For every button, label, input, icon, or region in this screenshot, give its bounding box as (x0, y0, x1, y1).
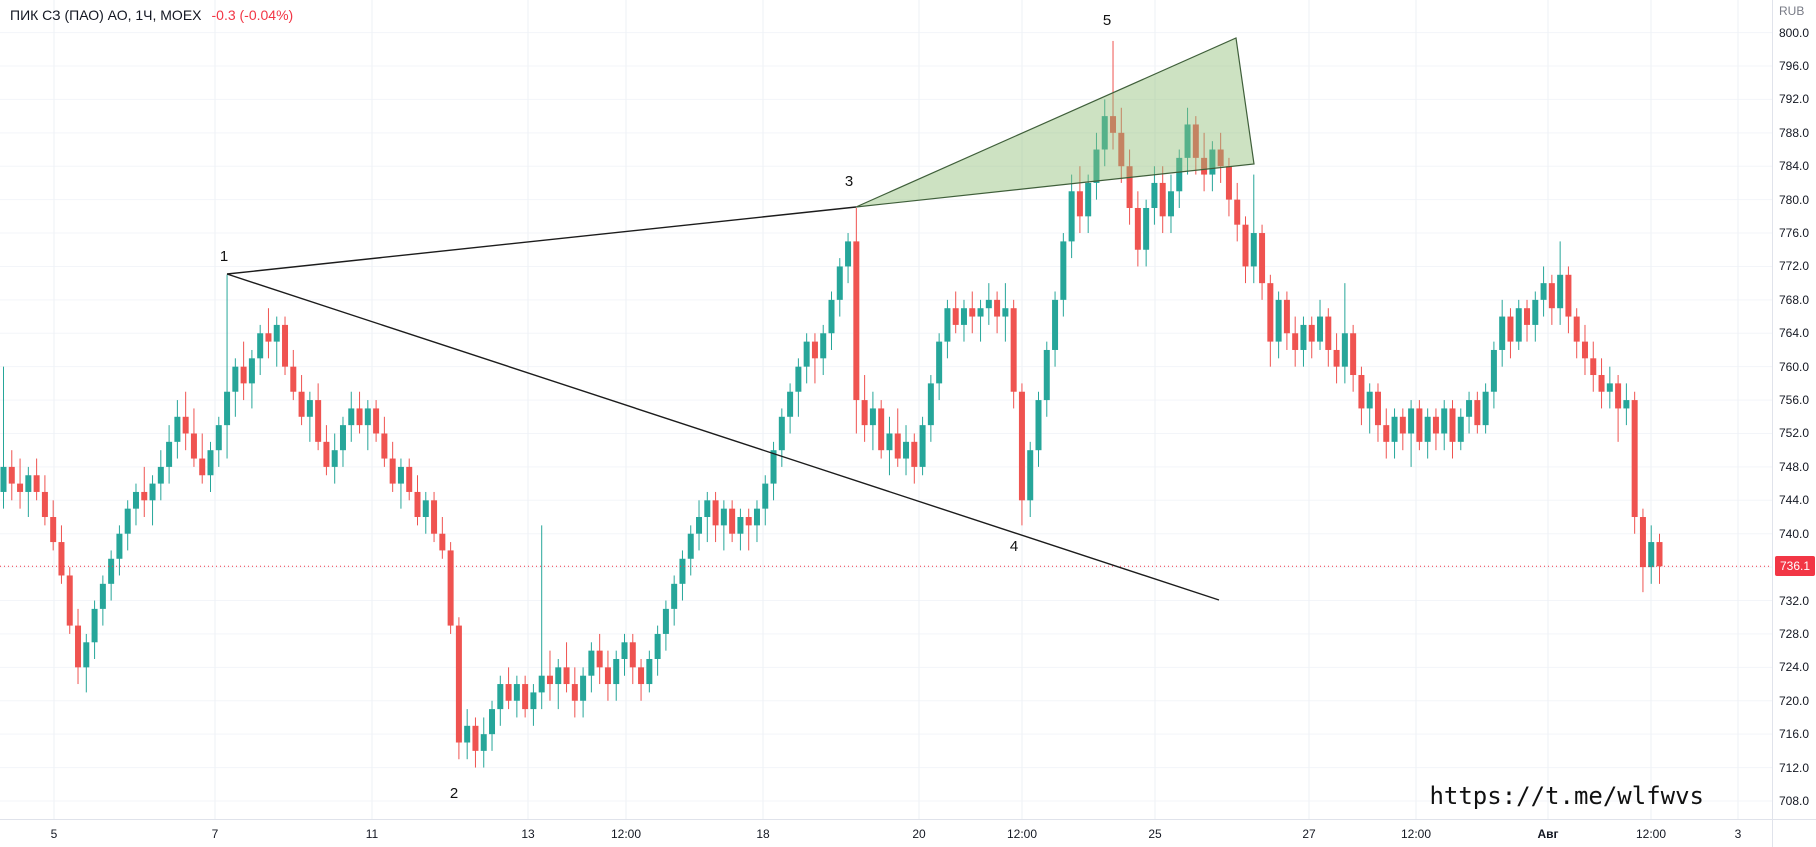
trendline-upper-1-3[interactable] (226, 206, 857, 275)
price-label: 772.0 (1779, 259, 1810, 274)
time-label: 12:00 (1635, 827, 1667, 841)
price-label: 780.0 (1779, 192, 1810, 207)
price-label: 732.0 (1779, 593, 1810, 608)
symbol-title[interactable]: ПИК СЗ (ПАО) АО, 1Ч, MOEX (10, 7, 202, 23)
time-label: 18 (756, 827, 770, 841)
time-label: 5 (50, 827, 58, 841)
price-change: -0.3 (-0.04%) (211, 7, 294, 23)
time-label: 3 (1734, 827, 1742, 841)
time-label: 27 (1302, 827, 1316, 841)
price-label: 720.0 (1779, 693, 1810, 708)
price-label: 768.0 (1779, 292, 1810, 307)
trendline-lower-1-4[interactable] (226, 273, 1220, 601)
price-label: 796.0 (1779, 59, 1810, 73)
price-label: 784.0 (1779, 159, 1810, 174)
time-label: 13 (521, 827, 535, 841)
candles (0, 40, 1663, 768)
wave-label-4[interactable]: 4 (1010, 538, 1018, 555)
wave-label-3[interactable]: 3 (845, 173, 853, 190)
price-label: 740.0 (1779, 526, 1810, 541)
wave-label-2[interactable]: 2 (450, 785, 458, 802)
price-label: 744.0 (1779, 493, 1810, 508)
price-label: 800.0 (1779, 25, 1810, 40)
time-label: 11 (365, 827, 379, 841)
drawings[interactable]: 1 2 3 4 5 (220, 12, 1255, 802)
time-axis[interactable]: 5 7 11 13 12:00 18 20 12:00 25 27 12:00 Авг 12:00 3 (0, 819, 1772, 847)
watermark: https://t.me/wlfwvs (1429, 782, 1704, 810)
price-label: 764.0 (1779, 326, 1810, 341)
gridlines (0, 0, 1772, 819)
price-label: 728.0 (1779, 626, 1810, 641)
time-label: Авг (1537, 827, 1559, 841)
price-chart[interactable]: 1 2 3 4 5 ПИК СЗ (ПАО) АО, 1Ч, MOEX -0.3 (-0.… (0, 0, 1772, 819)
price-label: 752.0 (1779, 426, 1810, 441)
price-label: 776.0 (1779, 226, 1810, 241)
currency-label: RUB (1779, 4, 1805, 18)
time-label: 12:00 (1400, 827, 1432, 841)
price-label: 792.0 (1779, 92, 1810, 107)
price-label: 760.0 (1779, 359, 1810, 374)
price-label: 724.0 (1779, 660, 1810, 675)
symbol-legend: ПИК СЗ (ПАО) АО, 1Ч, MOEX -0.3 (-0.04%) (10, 7, 293, 23)
wave-label-5[interactable]: 5 (1103, 12, 1111, 29)
price-label: 716.0 (1779, 727, 1810, 742)
time-label: 7 (211, 827, 219, 841)
wave-label-1[interactable]: 1 (220, 248, 228, 265)
price-axis[interactable]: RUB 800.0 796.0 792.0 788.0 784.0 780.0 776.0 7… (1772, 0, 1816, 819)
price-label: 712.0 (1779, 760, 1810, 775)
chart-canvas[interactable]: 1 2 3 4 5 (0, 0, 1772, 819)
time-label: 12:00 (610, 827, 642, 841)
time-label: 12:00 (1006, 827, 1038, 841)
price-label: 756.0 (1779, 393, 1810, 408)
price-label: 788.0 (1779, 125, 1810, 140)
price-label: 708.0 (1779, 793, 1810, 808)
time-label: 25 (1148, 827, 1162, 841)
triangle-pattern[interactable] (855, 37, 1255, 208)
axis-corner (1772, 819, 1816, 847)
price-label: 748.0 (1779, 459, 1810, 474)
last-price-badge: 736.1 (1775, 556, 1815, 577)
time-label: 20 (912, 827, 926, 841)
